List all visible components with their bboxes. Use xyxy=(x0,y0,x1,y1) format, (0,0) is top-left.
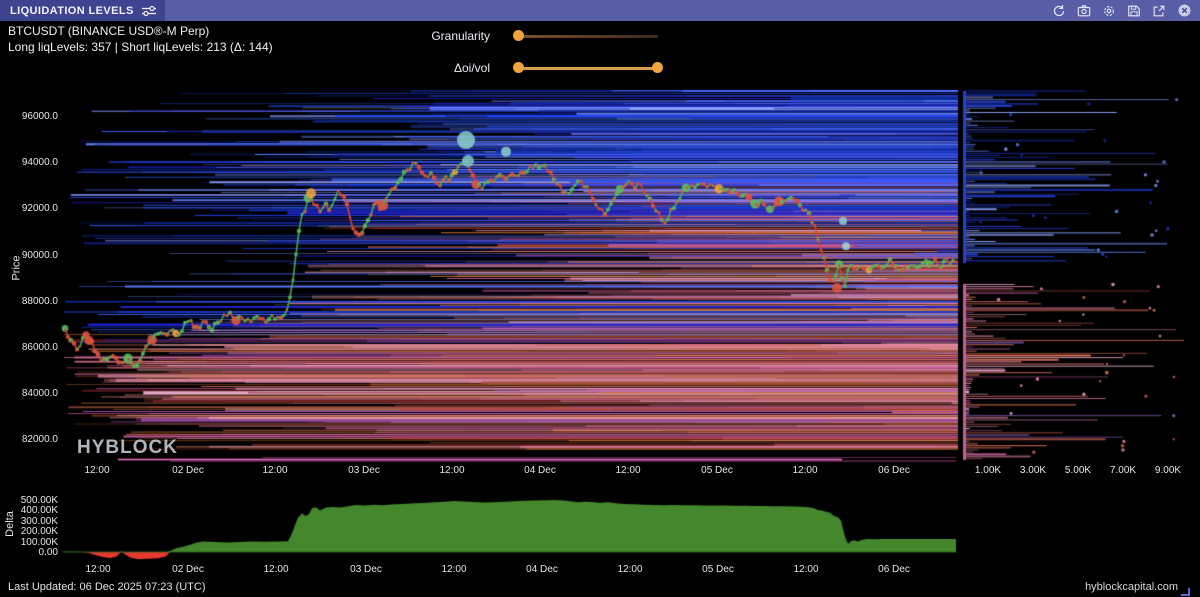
price-axis-tick: 94000.0 xyxy=(21,157,58,169)
liq-levels-stats: Long liqLevels: 357 | Short liqLevels: 2… xyxy=(8,40,273,54)
hyblock-watermark: HYBLOCK xyxy=(77,437,178,458)
price-axis-tick: 88000.0 xyxy=(21,295,58,307)
hyblock-corner-logo xyxy=(1181,588,1190,596)
price-axis-tick: 84000.0 xyxy=(21,388,58,400)
granularity-control: Granularity xyxy=(370,29,658,43)
delta-axis-tick: 200.00K xyxy=(20,526,58,538)
depth-axis-tick: 7.00K xyxy=(1109,465,1137,476)
sliders-icon xyxy=(141,5,156,16)
time-axis-tick: 12:00 xyxy=(262,465,288,476)
window-title: LIQUIDATION LEVELS xyxy=(10,4,134,17)
depth-axis-tick: 5.00K xyxy=(1064,465,1092,476)
time-axis-tick: 12:00 xyxy=(792,465,818,476)
time-axis-tick: 12:00 xyxy=(439,465,465,476)
delta-time-axis-tick: 02 Dec xyxy=(172,564,204,575)
window-title-tab[interactable]: LIQUIDATION LEVELS xyxy=(0,0,165,21)
time-axis-tick: 02 Dec xyxy=(172,465,204,476)
delta-time-axis-tick: 12:00 xyxy=(793,564,819,575)
granularity-slider[interactable] xyxy=(513,30,658,41)
save-icon[interactable] xyxy=(1127,4,1141,18)
delta-time-axis-tick: 12:00 xyxy=(441,564,467,575)
window-titlebar: LIQUIDATION LEVELS xyxy=(0,0,1200,21)
delta-axis-tick: 500.00K xyxy=(20,495,58,506)
delta-axis-tick: 300.00K xyxy=(20,515,58,527)
depth-axis-tick: 3.00K xyxy=(1019,465,1047,476)
oi-vol-control: Δoi/vol xyxy=(370,61,663,75)
price-axis-tick: 82000.0 xyxy=(21,434,58,446)
instrument-label: BTCUSDT (BINANCE USD®-M Perp) xyxy=(8,24,210,38)
last-updated-label: Last Updated: 06 Dec 2025 07:23 (UTC) xyxy=(8,581,206,593)
delta-time-axis-tick: 03 Dec xyxy=(350,564,382,575)
price-axis-tick: 86000.0 xyxy=(21,342,58,353)
depth-axis-tick: 1.00K xyxy=(974,465,1002,476)
screenshot-icon[interactable] xyxy=(1077,4,1091,18)
delta-time-axis-tick: 06 Dec xyxy=(878,564,910,575)
time-axis-tick: 03 Dec xyxy=(348,465,380,476)
price-axis-tick: 96000.0 xyxy=(21,111,58,122)
depth-axis-tick: 9.00K xyxy=(1154,465,1182,476)
price-axis-tick: 92000.0 xyxy=(21,203,58,215)
delta-time-axis-tick: 12:00 xyxy=(617,564,643,575)
delta-axis-tick: 100.00K xyxy=(20,536,58,548)
refresh-icon[interactable] xyxy=(1052,4,1066,18)
time-axis-tick: 04 Dec xyxy=(524,465,556,476)
price-axis-tick: 90000.0 xyxy=(21,249,58,261)
oi-vol-label: Δoi/vol xyxy=(453,61,490,75)
delta-time-axis-tick: 05 Dec xyxy=(702,564,734,575)
close-icon[interactable] xyxy=(1177,3,1192,18)
settings-icon[interactable] xyxy=(1102,4,1116,18)
oi-vol-slider-handle-min[interactable] xyxy=(513,62,524,73)
oi-vol-slider-handle-max[interactable] xyxy=(652,62,663,73)
time-axis-tick: 06 Dec xyxy=(878,465,910,476)
time-axis-tick: 12:00 xyxy=(615,465,641,476)
granularity-slider-handle[interactable] xyxy=(513,30,524,41)
site-credit-label: hyblockcapital.com xyxy=(1085,581,1178,593)
granularity-label: Granularity xyxy=(431,29,490,43)
delta-time-axis-tick: 04 Dec xyxy=(526,564,558,575)
delta-axis-tick: 0.00 xyxy=(38,547,58,558)
delta-time-axis-tick: 12:00 xyxy=(85,564,111,575)
time-axis-tick: 12:00 xyxy=(84,465,110,476)
time-axis-tick: 05 Dec xyxy=(701,465,733,476)
delta-time-axis-tick: 12:00 xyxy=(263,564,289,575)
delta-axis-tick: 400.00K xyxy=(20,505,58,517)
oi-vol-slider[interactable] xyxy=(513,62,663,73)
export-icon[interactable] xyxy=(1152,4,1166,18)
